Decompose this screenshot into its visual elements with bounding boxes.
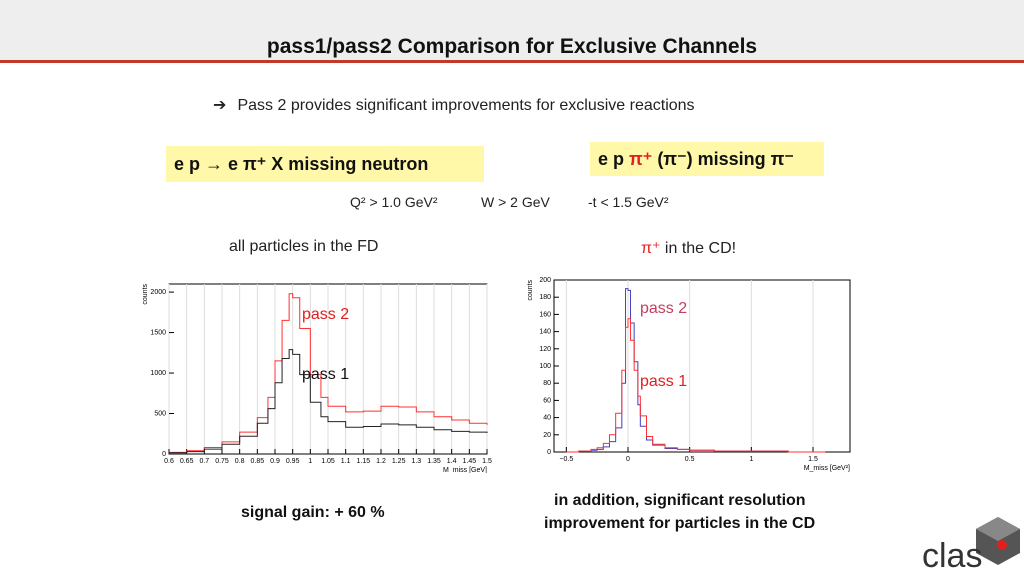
y-tick-label: 80: [543, 380, 551, 387]
channel-right-rest: (π⁻) missing π⁻: [652, 149, 794, 169]
x-tick-label: 1.3: [411, 458, 421, 465]
slide-title: pass1/pass2 Comparison for Exclusive Cha…: [266, 35, 758, 58]
x-tick-label: 1: [308, 458, 312, 465]
chart-left: 0.6 0.65 0.7 0.75 0.8 0.85 0.9 0.95 1 1.05 1.1 1.15…: [142, 283, 492, 473]
x-tick-label: 0.8: [235, 458, 245, 465]
y-tick-label: 2000: [150, 289, 166, 296]
x-tick-label: 0.85: [251, 458, 265, 465]
x-tick-label: 0.65: [180, 458, 194, 465]
logo-text: clas: [922, 537, 982, 575]
signal-gain: signal gain: + 60 %: [241, 504, 385, 521]
y-axis-label: counts: [142, 284, 149, 305]
x-tick-label: 0.9: [270, 458, 280, 465]
channel-right-pi: π⁺: [629, 149, 653, 169]
x-tick-label: 1.5: [482, 458, 492, 465]
y-tick-label: 140: [539, 329, 551, 336]
caption-left: all particles in the FD: [229, 238, 379, 255]
x-tick-label: 1.25: [392, 458, 406, 465]
y-tick-label: 1000: [150, 370, 166, 377]
header-band: [0, 0, 1024, 62]
annotation-label: pass 2: [302, 306, 349, 323]
logo-dot: [997, 540, 1007, 550]
resolution-line-2: improvement for particles in the CD: [544, 515, 816, 532]
y-tick-label: 40: [543, 415, 551, 422]
x-tick-label: 1.1: [341, 458, 351, 465]
series-line-pass-1: [566, 318, 826, 453]
plot-frame: [553, 279, 851, 453]
x-tick-label: 0: [626, 456, 630, 463]
y-tick-label: 1500: [150, 330, 166, 337]
series-line-pass-2: [169, 293, 488, 453]
header-divider: [0, 60, 1024, 63]
x-tick-label: 1.2: [376, 458, 386, 465]
x-axis-label: M_miss [GeV²]: [804, 465, 850, 472]
bullet-point: ➔ Pass 2 provides significant improvemen…: [213, 95, 695, 115]
annotation-label: pass 1: [302, 366, 349, 383]
annotation-label: pass 2: [640, 300, 687, 317]
x-tick-label: −0.5: [559, 456, 573, 463]
resolution-line-1: in addition, significant resolution: [554, 492, 806, 509]
x-tick-label: 1.35: [427, 458, 441, 465]
channel-box-left: e p → e π⁺ X missing neutron: [166, 146, 484, 182]
y-tick-label: 0: [162, 451, 166, 458]
channel-box-right: e p π⁺ (π⁻) missing π⁻: [590, 142, 824, 176]
chart-right: −0.5 0 0.5 1 1.5 0 20 40 60 80 100 120 140 160 180 200 c…: [527, 277, 851, 472]
arrow-right-icon: ➔: [213, 97, 227, 114]
y-tick-label: 20: [543, 432, 551, 439]
x-tick-label: 0.6: [164, 458, 174, 465]
cut-w: W > 2 GeV: [481, 194, 550, 210]
x-tick-label: 0.75: [215, 458, 229, 465]
x-tick-label: 1.05: [321, 458, 335, 465]
y-tick-label: 0: [547, 449, 551, 456]
x-tick-label: 0.7: [199, 458, 209, 465]
x-tick-label: 0.5: [685, 456, 695, 463]
y-tick-label: 100: [539, 363, 551, 370]
x-tick-label: 1.4: [447, 458, 457, 465]
caption-right-rest: in the CD!: [660, 240, 737, 257]
y-tick-label: 500: [154, 411, 166, 418]
caption-right-pi: π⁺: [641, 240, 661, 257]
annotation-label: pass 1: [640, 373, 687, 390]
x-tick-label: 1.5: [808, 456, 818, 463]
y-tick-label: 200: [539, 277, 551, 284]
channel-right-pre: e p: [598, 149, 630, 169]
series-line-pass-1: [169, 349, 488, 454]
x-tick-label: 0.95: [286, 458, 300, 465]
y-tick-label: 60: [543, 397, 551, 404]
y-axis-label: counts: [527, 280, 534, 301]
y-tick-label: 120: [539, 346, 551, 353]
bullet-text: Pass 2 provides significant improvements…: [237, 97, 695, 114]
cut-q2: Q² > 1.0 GeV²: [350, 194, 438, 210]
y-tick-label: 180: [539, 294, 551, 301]
x-tick-label: 1.45: [463, 458, 477, 465]
x-axis-label: M_miss [GeV]: [443, 467, 487, 473]
clas-logo: clas: [922, 517, 1020, 575]
caption-right: π⁺ in the CD!: [641, 238, 736, 258]
x-tick-label: 1.15: [357, 458, 371, 465]
logo-hexagon-top: [976, 517, 1020, 541]
y-tick-label: 160: [539, 311, 551, 318]
cut-t: -t < 1.5 GeV²: [588, 194, 669, 210]
x-tick-label: 1: [749, 456, 753, 463]
